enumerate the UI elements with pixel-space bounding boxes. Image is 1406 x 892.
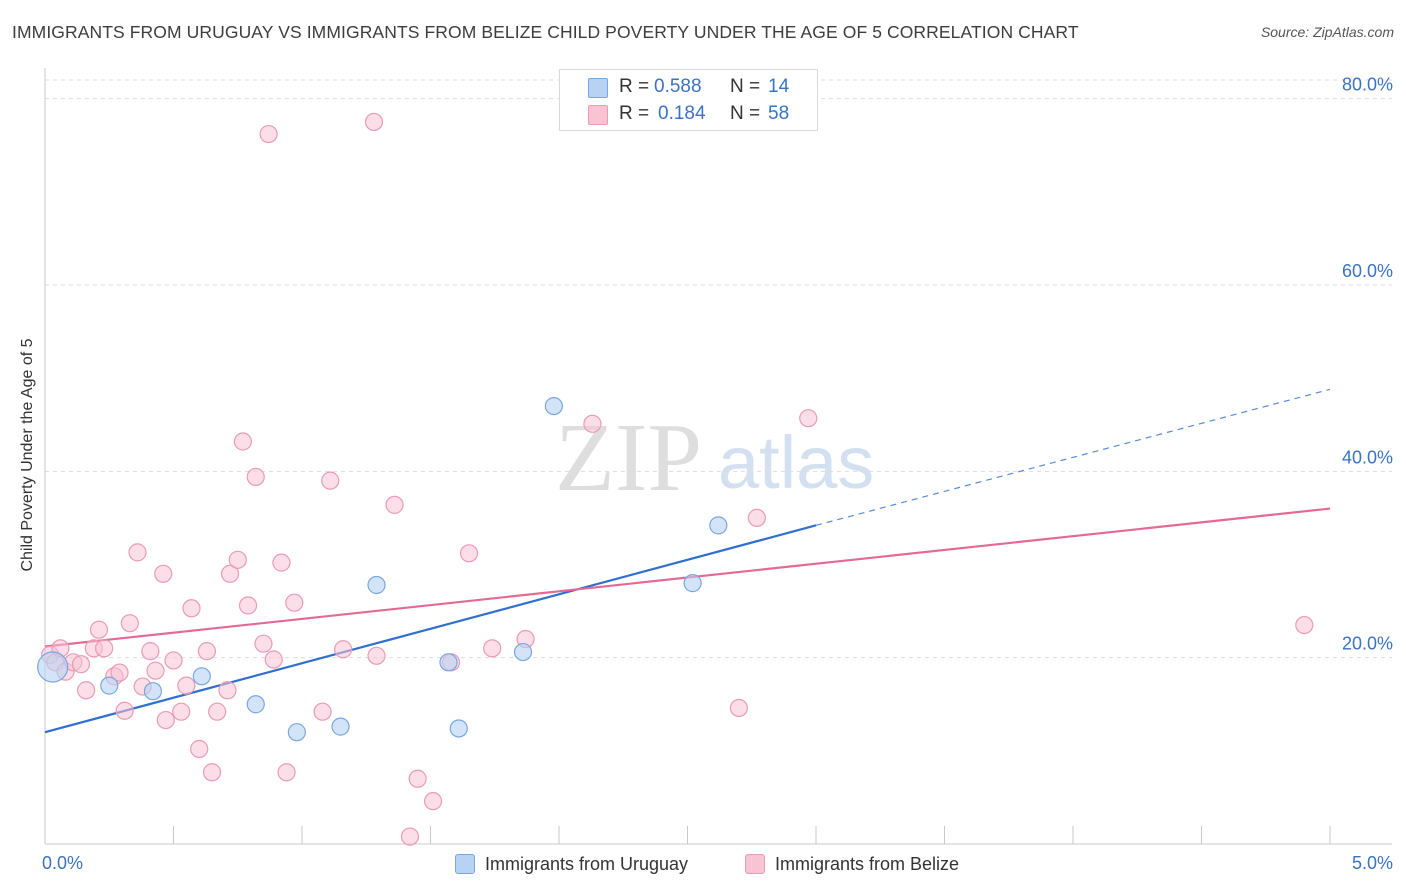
point-belize <box>208 702 227 721</box>
point-belize <box>172 702 191 721</box>
point-belize <box>264 650 283 669</box>
point-uruguay <box>143 682 163 701</box>
point-belize <box>220 564 240 583</box>
y-tick-label: 40.0% <box>1342 447 1393 467</box>
legend-n-value-belize: 58 <box>768 103 790 124</box>
y-tick-label: 80.0% <box>1342 75 1393 95</box>
axes <box>44 68 1392 845</box>
point-belize <box>228 550 247 569</box>
point-uruguay <box>287 723 306 742</box>
point-belize <box>364 112 384 132</box>
point-belize <box>385 495 404 514</box>
point-belize <box>583 414 602 433</box>
y-tick-label: 60.0% <box>1342 261 1393 281</box>
legend-bottom-swatch-belize <box>745 854 765 874</box>
point-belize <box>423 792 443 811</box>
point-belize <box>71 655 91 674</box>
point-uruguay <box>449 719 468 738</box>
y-tick-label: 20.0% <box>1342 634 1393 654</box>
legend-r-value-uruguay: 0.588 <box>654 76 702 97</box>
point-belize <box>799 409 818 428</box>
point-belize <box>197 642 217 661</box>
point-belize <box>115 701 134 720</box>
point-belize <box>272 553 291 572</box>
point-belize <box>246 467 265 487</box>
point-uruguay <box>544 396 563 416</box>
point-uruguay <box>439 653 458 672</box>
trend-line-uruguay-projection <box>815 388 1331 526</box>
point-belize <box>128 543 147 562</box>
point-belize <box>321 471 340 490</box>
x-tick-label: 5.0% <box>1352 853 1393 873</box>
point-belize <box>277 763 296 782</box>
point-belize <box>141 642 160 661</box>
legend-n-value-uruguay: 14 <box>768 76 790 97</box>
legend-r-label-uruguay: R = <box>619 76 650 97</box>
legend-item-uruguay: Immigrants from Uruguay <box>455 852 688 876</box>
tick-labels: 20.0% 40.0% 60.0% 80.0% 0.0% 5.0% <box>42 75 1393 873</box>
point-belize <box>218 681 237 700</box>
stats-legend: R = 0.588 N = 14 R = 0.184 N = 58 <box>559 69 818 131</box>
watermark-atlas: atlas <box>718 421 874 504</box>
point-belize <box>254 634 273 653</box>
point-belize <box>334 640 353 659</box>
watermark-zip: ZIP <box>555 404 702 512</box>
point-belize <box>202 763 222 782</box>
point-belize <box>89 620 109 639</box>
legend-bottom-label-belize: Immigrants from Belize <box>775 853 960 874</box>
point-belize <box>747 508 766 528</box>
source-credit: Source: ZipAtlas.com <box>1260 24 1394 40</box>
point-uruguay <box>192 667 211 686</box>
point-uruguay <box>37 651 69 683</box>
legend-r-value-belize: 0.184 <box>658 103 706 124</box>
legend-swatch-uruguay <box>588 78 608 98</box>
legend-bottom-swatch-uruguay <box>455 854 475 874</box>
chart-title: IMMIGRANTS FROM URUGUAY VS IMMIGRANTS FR… <box>12 22 1079 42</box>
point-belize <box>400 827 420 846</box>
point-belize <box>259 124 278 144</box>
point-belize <box>110 663 129 682</box>
legend-r-label-belize: R = <box>619 103 650 124</box>
point-belize <box>190 739 209 759</box>
point-uruguay <box>513 642 533 662</box>
point-belize <box>146 661 165 680</box>
legend-n-label-uruguay: N = <box>730 76 761 97</box>
point-belize <box>1295 615 1314 635</box>
point-uruguay <box>367 575 386 595</box>
legend-swatch-belize <box>588 105 608 125</box>
legend-bottom-label-uruguay: Immigrants from Uruguay <box>485 853 689 874</box>
point-belize <box>729 698 749 718</box>
point-uruguay <box>100 676 119 695</box>
point-belize <box>285 593 304 612</box>
point-belize <box>313 702 332 721</box>
point-belize <box>95 639 114 658</box>
point-belize <box>77 681 96 700</box>
point-uruguay <box>246 695 265 714</box>
x-tick-label: 0.0% <box>42 853 83 873</box>
point-belize <box>154 564 173 583</box>
point-belize <box>120 614 139 633</box>
point-belize <box>164 651 183 670</box>
point-belize <box>233 432 252 451</box>
point-uruguay <box>709 516 728 535</box>
point-belize <box>408 769 427 788</box>
legend-item-belize: Immigrants from Belize <box>745 852 959 876</box>
point-belize <box>156 710 175 730</box>
point-belize <box>238 596 258 615</box>
point-uruguay <box>331 717 350 736</box>
legend-n-label-belize: N = <box>730 103 761 124</box>
trend-line-uruguay <box>44 524 817 734</box>
point-belize <box>367 646 386 665</box>
point-belize <box>177 676 196 695</box>
point-belize <box>483 639 502 658</box>
point-uruguay <box>683 574 702 593</box>
data-points <box>37 112 1314 846</box>
point-belize <box>459 544 479 563</box>
gridlines <box>45 79 1392 659</box>
point-belize <box>182 599 201 618</box>
